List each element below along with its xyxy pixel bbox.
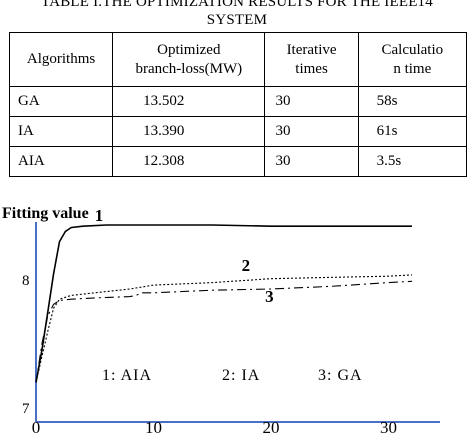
- x-tick-label: 0: [32, 418, 41, 433]
- chart-legend: 1: AIA 2: IA 3: GA: [102, 367, 363, 384]
- y-tick-label: 8: [22, 273, 30, 289]
- x-tick-label: 10: [145, 418, 162, 433]
- table-row: AIA 12.308 30 3.5s: [8, 146, 468, 177]
- table-header-row: Algorithms Optimized branch-loss(MW) Iter…: [8, 32, 468, 87]
- cell-calculation-time: 58s: [357, 86, 468, 117]
- header-algorithms: Algorithms: [8, 32, 114, 87]
- legend-item: 2: IA: [222, 367, 260, 384]
- series-marker-3: 3: [265, 287, 274, 306]
- cell-iterative-times: 30: [264, 146, 359, 177]
- legend-item: 3: GA: [318, 367, 363, 384]
- fitting-value-chart: Fitting value 78 0 10 20 30 123 1: AIA 2: IA…: [2, 205, 440, 433]
- series-line-3: [35, 280, 413, 383]
- series-number-labels: 1 23: [95, 206, 274, 306]
- cell-algorithm: IA: [8, 116, 114, 147]
- y-tick-label: 7: [22, 401, 30, 417]
- table-row: IA 13.390 30 61s: [8, 116, 468, 147]
- x-tick-label: 30: [380, 418, 397, 433]
- header-calculation-time: Calculatio n time: [357, 32, 468, 87]
- cell-iterative-times: 30: [264, 116, 359, 147]
- table-caption-line1: TABLE I.THE OPTIMIZATION RESULTS FOR THE…: [41, 0, 433, 10]
- x-tick-label: 20: [263, 418, 280, 433]
- series-marker-1: 1: [95, 206, 104, 225]
- cell-iterative-times: 30: [264, 86, 359, 117]
- table-caption: TABLE I.THE OPTIMIZATION RESULTS FOR THE…: [0, 0, 474, 29]
- table-row: GA 13.502 30 58s: [8, 86, 468, 117]
- table-caption-line2: SYSTEM: [206, 12, 268, 28]
- cell-branch-loss: 13.502: [112, 86, 266, 117]
- legend-item: 1: AIA: [102, 367, 152, 384]
- header-iterative-times: Iterative times: [264, 32, 359, 87]
- cell-branch-loss: 12.308: [112, 146, 266, 177]
- series-lines: [35, 224, 413, 383]
- cell-branch-loss: 13.390: [112, 116, 266, 147]
- y-tick-labels: 78: [22, 273, 30, 417]
- chart-ylabel: Fitting value: [2, 205, 89, 222]
- series-line-2: [35, 274, 413, 383]
- results-table: Algorithms Optimized branch-loss(MW) Iter…: [8, 32, 468, 177]
- series-line-1: [35, 224, 412, 383]
- cell-calculation-time: 3.5s: [357, 146, 468, 177]
- series-marker-2: 2: [242, 256, 251, 275]
- header-branch-loss: Optimized branch-loss(MW): [112, 32, 266, 87]
- cell-algorithm: GA: [8, 86, 114, 117]
- cell-algorithm: AIA: [8, 146, 114, 177]
- x-tick-labels: 0 10 20 30: [32, 418, 397, 433]
- cell-calculation-time: 61s: [357, 116, 468, 147]
